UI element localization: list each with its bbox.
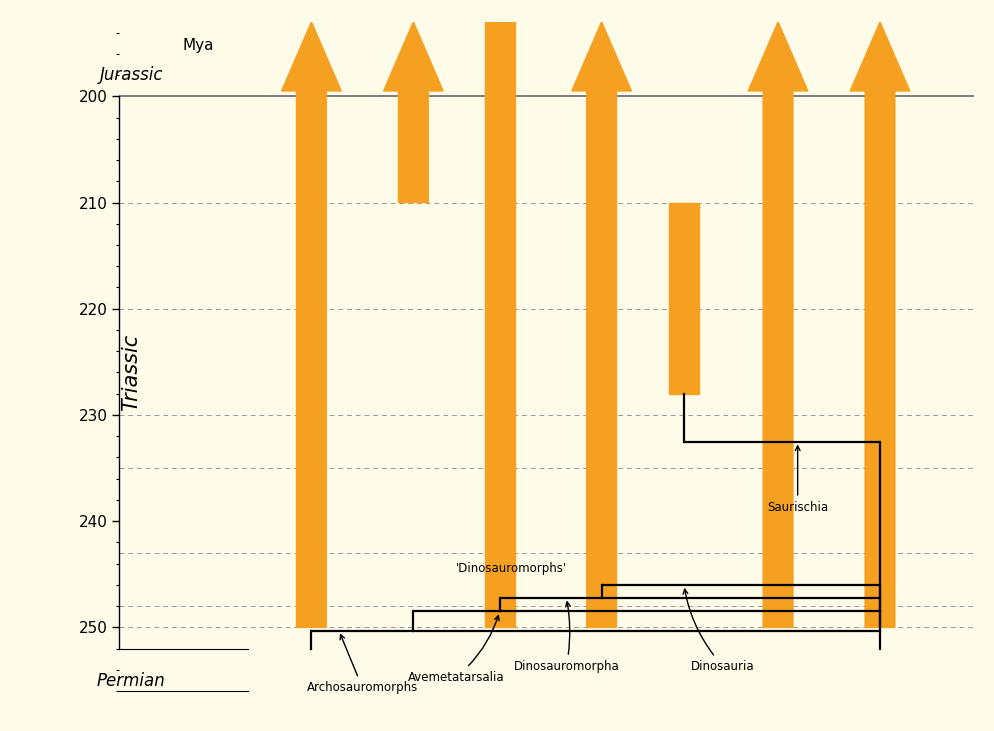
FancyArrow shape	[572, 22, 631, 627]
FancyArrow shape	[748, 22, 808, 627]
Text: Jurassic: Jurassic	[99, 66, 163, 84]
Text: Avemetatarsalia: Avemetatarsalia	[409, 616, 505, 683]
FancyArrow shape	[485, 22, 515, 627]
Text: Archosauromorphs: Archosauromorphs	[307, 635, 418, 694]
FancyArrow shape	[669, 202, 699, 394]
Text: Crurotarsi: Crurotarsi	[305, 317, 318, 376]
FancyArrow shape	[850, 22, 910, 627]
FancyArrow shape	[281, 22, 341, 627]
Text: Pterosauromorpha: Pterosauromorpha	[407, 79, 419, 188]
Text: Theropoda: Theropoda	[771, 314, 784, 377]
Text: Triassic: Triassic	[121, 334, 141, 411]
Text: Mya: Mya	[182, 38, 214, 53]
Text: Sauropodomorpha: Sauropodomorpha	[874, 292, 887, 401]
FancyArrow shape	[384, 22, 443, 202]
Text: 'Dinosauromorphs': 'Dinosauromorphs'	[456, 562, 567, 575]
Text: Dinosauromorpha: Dinosauromorpha	[514, 602, 619, 673]
Text: Permian: Permian	[96, 672, 165, 689]
Text: Herrerasauria: Herrerasauria	[678, 279, 691, 360]
Text: Dinosauria: Dinosauria	[683, 589, 755, 673]
Text: Ornithischia: Ornithischia	[595, 311, 608, 382]
Text: Saurischia: Saurischia	[767, 446, 828, 514]
